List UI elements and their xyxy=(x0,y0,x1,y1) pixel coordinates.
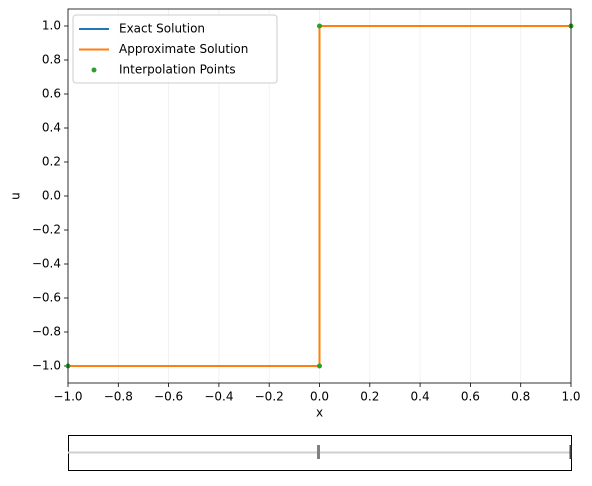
axes-frame xyxy=(67,8,572,384)
y-tick-label: 1.0 xyxy=(42,19,61,33)
y-tick-label: 0.2 xyxy=(42,155,61,169)
x-tick-label: −0.4 xyxy=(204,390,233,404)
y-axis-label: u xyxy=(9,192,23,200)
y-tick-label: −0.8 xyxy=(32,325,61,339)
y-tick-label: −1.0 xyxy=(32,359,61,373)
y-tick-label: 0.4 xyxy=(42,121,61,135)
legend-label: Interpolation Points xyxy=(119,63,236,77)
y-tick-label: −0.6 xyxy=(32,291,61,305)
slider[interactable] xyxy=(68,435,572,471)
legend-label: Approximate Solution xyxy=(119,42,248,56)
line xyxy=(68,25,571,367)
y-tick-label: 0.0 xyxy=(42,189,61,203)
x-tick-label: 0.6 xyxy=(461,390,480,404)
y-tick-label: −0.2 xyxy=(32,223,61,237)
legend-label: Exact Solution xyxy=(119,22,205,36)
point xyxy=(317,23,322,29)
x-tick-label: −0.8 xyxy=(104,390,133,404)
point xyxy=(317,363,322,369)
y-tick-label: 0.6 xyxy=(42,87,61,101)
x-axis-label: x xyxy=(316,406,323,420)
x-tick-label: 0.8 xyxy=(511,390,530,404)
legend-marker xyxy=(91,67,97,73)
y-tick-label: 0.8 xyxy=(42,53,61,67)
slider-handle[interactable] xyxy=(317,445,320,459)
legend-box xyxy=(72,14,278,84)
x-tick-label: 0.2 xyxy=(360,390,379,404)
x-tick-label: 1.0 xyxy=(561,390,580,404)
x-tick-label: −1.0 xyxy=(53,390,82,404)
x-tick-label: −0.6 xyxy=(154,390,183,404)
x-tick-label: −0.2 xyxy=(255,390,284,404)
y-tick-label: −0.4 xyxy=(32,257,61,271)
x-tick-label: 0.0 xyxy=(310,390,329,404)
x-tick-label: 0.4 xyxy=(411,390,430,404)
